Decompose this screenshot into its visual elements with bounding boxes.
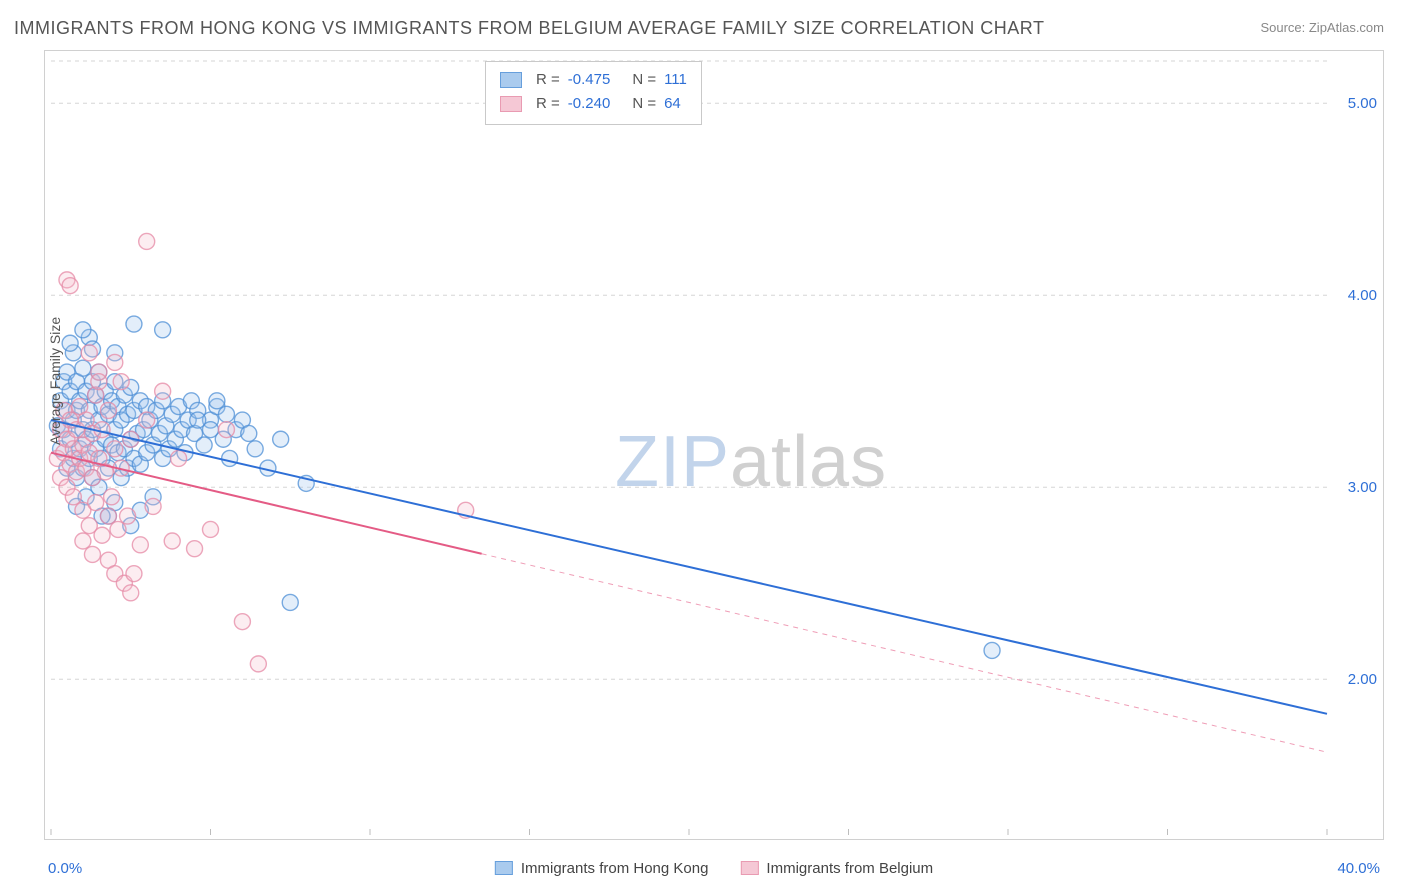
n-value: 111: [664, 68, 687, 92]
legend-swatch: [740, 861, 758, 875]
chart-title: IMMIGRANTS FROM HONG KONG VS IMMIGRANTS …: [14, 18, 1044, 39]
n-label: N =: [632, 92, 656, 116]
svg-text:2.00: 2.00: [1348, 671, 1377, 688]
x-axis-min-label: 0.0%: [48, 860, 82, 877]
legend-swatch: [495, 861, 513, 875]
legend-item: Immigrants from Hong Kong: [495, 860, 709, 877]
svg-text:4.00: 4.00: [1348, 287, 1377, 304]
source-name: ZipAtlas.com: [1309, 20, 1384, 35]
r-label: R =: [536, 68, 560, 92]
source-prefix: Source:: [1260, 20, 1308, 35]
legend: Immigrants from Hong Kong Immigrants from…: [495, 860, 933, 877]
svg-text:5.00: 5.00: [1348, 95, 1377, 112]
r-label: R =: [536, 92, 560, 116]
y-axis-label: Average Family Size: [47, 317, 63, 445]
series-swatch: [500, 72, 522, 88]
correlation-stats-box: R = -0.475 N = 111 R = -0.240 N = 64: [485, 61, 702, 125]
stats-row: R = -0.475 N = 111: [500, 68, 687, 92]
legend-label: Immigrants from Belgium: [766, 860, 933, 877]
series-swatch: [500, 96, 522, 112]
x-axis-max-label: 40.0%: [1337, 860, 1380, 877]
r-value: -0.475: [568, 68, 611, 92]
r-value: -0.240: [568, 92, 611, 116]
scatter-chart: 2.00 3.00 4.00 5.00: [45, 51, 1385, 841]
n-value: 64: [664, 92, 681, 116]
plot-area: Average Family Size 2.00 3.00 4.00 5.00 R =…: [44, 50, 1384, 840]
legend-label: Immigrants from Hong Kong: [521, 860, 709, 877]
source-attribution: Source: ZipAtlas.com: [1260, 20, 1384, 35]
stats-row: R = -0.240 N = 64: [500, 92, 687, 116]
legend-item: Immigrants from Belgium: [740, 860, 933, 877]
x-axis-row: 0.0% Immigrants from Hong KongImmigrants…: [44, 854, 1384, 882]
n-label: N =: [632, 68, 656, 92]
svg-text:3.00: 3.00: [1348, 479, 1377, 496]
